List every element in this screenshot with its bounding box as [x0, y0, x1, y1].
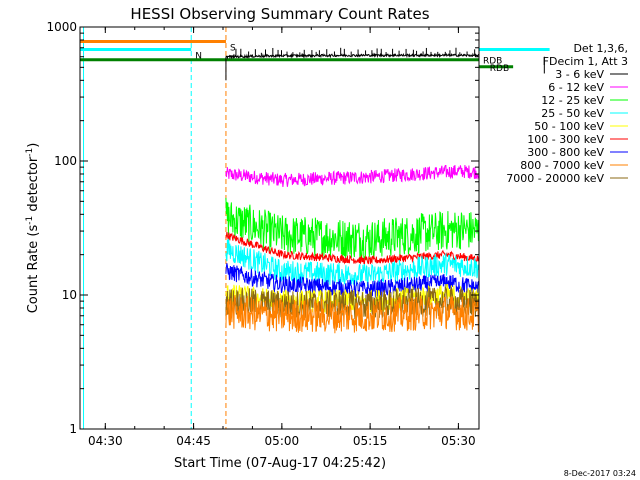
axis-ticks: 04:30 04:45 05:00 05:15 05:30 1 10 100 1000 [46, 20, 479, 448]
x-tick-label: 05:00 [265, 434, 300, 448]
legend-header: FDecim 1, Att 3 [543, 55, 628, 68]
y-tick-label: 100 [54, 154, 77, 168]
x-tick-label: 04:30 [88, 434, 123, 448]
flag-label-0: S [230, 43, 236, 53]
y-axis-label: Count Rate (s-1 detector-1) [25, 143, 41, 314]
series-line-1 [225, 197, 480, 261]
series-line-6 [225, 286, 480, 319]
legend-entry-label: 100 - 300 keV [527, 133, 604, 146]
y-axis-label-mid: detector [26, 156, 41, 216]
flag-label-1: N [195, 51, 202, 61]
footer-date: 8-Dec-2017 03:24 [564, 469, 636, 478]
y-tick-label: 1 [69, 422, 77, 436]
series-line-8 [225, 52, 480, 60]
legend-entry-label: 7000 - 20000 keV [506, 172, 604, 185]
legend-entry-label: 800 - 7000 keV [520, 159, 604, 172]
y-axis-label-sup1: -1 [25, 216, 35, 225]
series-line-0 [225, 164, 480, 187]
series-line-7 [225, 295, 480, 334]
series-line-2 [225, 232, 480, 266]
legend-entry-label: 6 - 12 keV [548, 81, 604, 94]
series-line-4 [225, 263, 480, 299]
plot-frame [79, 26, 480, 430]
chart-title: HESSI Observing Summary Count Rates [130, 5, 429, 23]
series-line-3 [225, 238, 480, 287]
flag-label-2: RDB [483, 57, 502, 67]
x-axis-label: Start Time (07-Aug-17 04:25:42) [174, 456, 386, 471]
y-tick-label: 1000 [46, 20, 77, 34]
x-tick-label: 04:45 [176, 434, 211, 448]
x-tick-label: 05:30 [441, 434, 476, 448]
x-tick-label: 05:15 [353, 434, 388, 448]
y-tick-label: 10 [62, 288, 77, 302]
y-axis-label-sup2: -1 [25, 148, 35, 157]
legend-entry-label: 50 - 100 keV [534, 120, 604, 133]
y-axis-label-end: ) [26, 143, 41, 148]
legend-entry-label: 25 - 50 keV [541, 107, 604, 120]
y-axis-label-a: Count Rate (s [26, 225, 41, 314]
legend-header: Det 1,3,6, [573, 42, 628, 55]
legend-entry-label: 3 - 6 keV [555, 68, 604, 81]
legend-entry-label: 12 - 25 keV [541, 94, 604, 107]
legend-entry-label: 300 - 800 keV [527, 146, 604, 159]
flag-label-3: RDB [490, 64, 509, 74]
